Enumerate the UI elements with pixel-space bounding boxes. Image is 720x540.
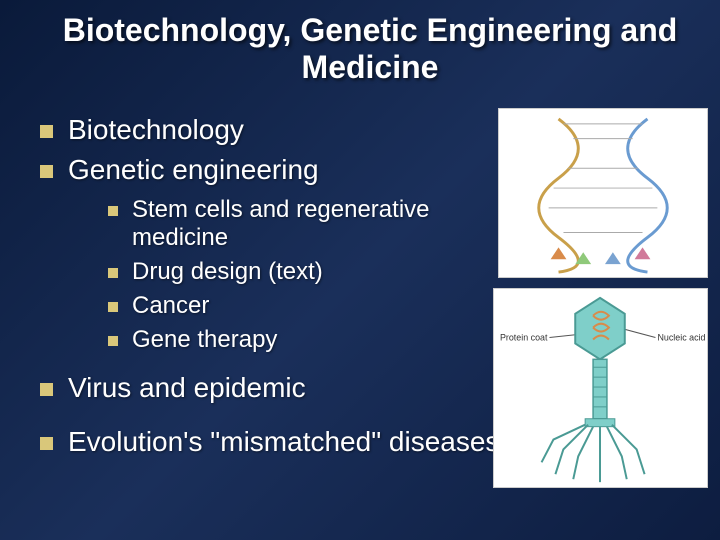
bullet-l2-item: Stem cells and regenerative medicine — [108, 196, 528, 252]
bullet-text: Virus and epidemic — [68, 372, 306, 403]
virus-diagram-image: Protein coat Nucleic acid — [493, 288, 708, 488]
dna-helix-icon — [499, 109, 707, 277]
bullet-l2-item: Gene therapy — [108, 326, 528, 354]
protein-coat-label: Protein coat — [500, 333, 548, 343]
bacteriophage-icon: Protein coat Nucleic acid — [494, 286, 707, 489]
nucleic-acid-label: Nucleic acid — [657, 333, 705, 343]
bullet-l2-item: Drug design (text) — [108, 258, 528, 286]
bullet-text: Cancer — [132, 292, 209, 319]
bullet-text: Stem cells and regenerative medicine — [132, 196, 430, 251]
bullet-text: Genetic engineering — [68, 154, 319, 185]
bullet-text: Gene therapy — [132, 326, 277, 353]
bullet-l2-item: Cancer — [108, 292, 528, 320]
slide-title: Biotechnology, Genetic Engineering and M… — [40, 12, 700, 86]
bullet-text: Biotechnology — [68, 114, 244, 145]
bullet-text: Drug design (text) — [132, 258, 323, 285]
dna-diagram-image — [498, 108, 708, 278]
slide: Biotechnology, Genetic Engineering and M… — [0, 0, 720, 540]
